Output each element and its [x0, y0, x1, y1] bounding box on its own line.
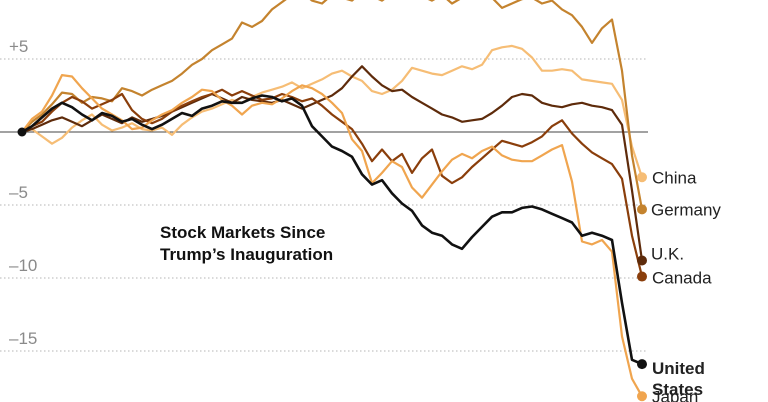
y-tick-label: –5 [9, 183, 28, 202]
chart-title: Stock Markets Since Trump’s Inauguration [160, 222, 333, 266]
series-line-germany [20, 0, 644, 211]
series-label-germany: Germany [651, 200, 721, 219]
series-line-china [20, 44, 644, 179]
series-label-japan: Japan [652, 387, 698, 402]
y-tick-label: +5 [9, 37, 28, 56]
series-label-u-k-: U.K. [651, 244, 684, 263]
end-marker-u-k- [637, 255, 647, 266]
series-line-canada [20, 88, 644, 278]
series-label-china: China [652, 168, 697, 187]
series-lines [20, 0, 644, 398]
end-marker-united-states [637, 359, 647, 370]
y-tick-labels: +5 –5 –10 –15 [9, 37, 37, 348]
series-line-united-states [20, 94, 644, 366]
series-label-canada: Canada [652, 269, 712, 288]
y-tick-label: –15 [9, 329, 37, 348]
series-end-markers [17, 127, 647, 402]
chart-title-line-2: Trump’s Inauguration [160, 245, 334, 264]
end-marker-germany [637, 204, 647, 215]
series-label-united-states: States [652, 380, 703, 399]
start-marker [17, 127, 27, 137]
y-tick-label: –10 [9, 256, 37, 275]
end-marker-china [637, 172, 647, 183]
end-marker-japan [637, 391, 647, 402]
series-labels: China Germany U.K. Canada Japan United States [651, 168, 721, 402]
chart-title-line-1: Stock Markets Since [160, 223, 326, 242]
end-marker-canada [637, 271, 647, 282]
series-line-japan [20, 73, 644, 398]
gridlines [0, 58, 648, 352]
series-label-united-states: United [652, 359, 705, 378]
